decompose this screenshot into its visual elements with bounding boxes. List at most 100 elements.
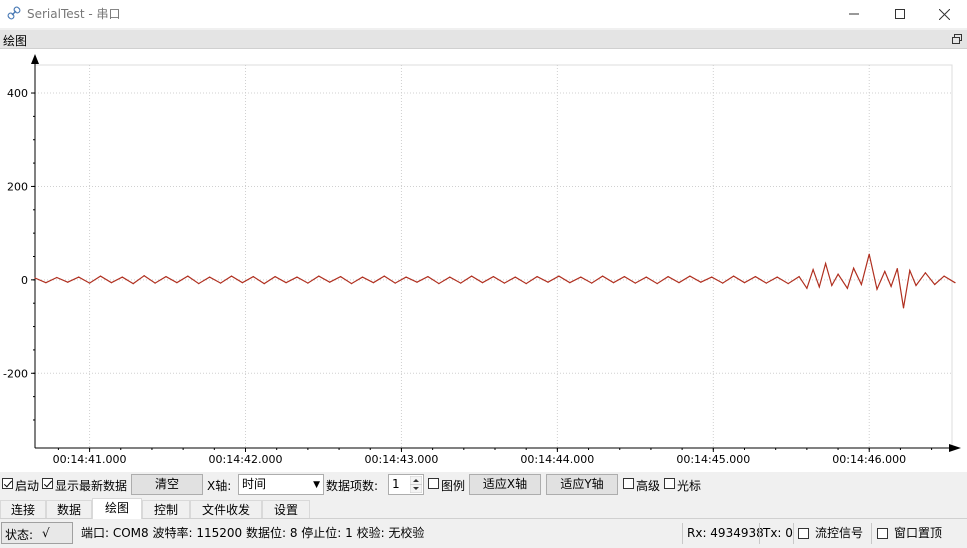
- data-point: [56, 276, 58, 279]
- x-tick-label: 00:14:46.000: [832, 453, 906, 466]
- data-point: [818, 286, 820, 288]
- close-button[interactable]: [921, 0, 967, 28]
- data-point: [837, 273, 839, 275]
- data-point: [743, 282, 746, 284]
- data-point: [372, 282, 374, 284]
- data-point: [934, 283, 936, 286]
- fit-x-button[interactable]: 适应X轴: [469, 474, 541, 495]
- status-separator: [682, 523, 683, 544]
- maximize-icon: [895, 9, 905, 19]
- flow-control-label: 流控信号: [815, 526, 864, 540]
- tab-data[interactable]: 数据: [46, 500, 92, 518]
- advanced-label: 高级: [636, 479, 661, 493]
- maximize-button[interactable]: [877, 0, 923, 28]
- line-chart[interactable]: 400 200 0 -200 00:14:41.000 00:14:42.000 00:14…: [0, 49, 967, 472]
- dock-title: 绘图: [3, 34, 28, 48]
- tab-control[interactable]: 控制: [142, 500, 190, 518]
- data-point: [503, 282, 505, 284]
- data-point: [471, 275, 473, 277]
- data-point: [219, 282, 222, 284]
- start-label: 启动: [15, 479, 40, 493]
- x-tick-label: 00:14:41.000: [53, 453, 127, 466]
- data-point: [689, 275, 691, 277]
- data-point: [902, 307, 905, 309]
- data-point: [361, 276, 364, 278]
- tab-settings[interactable]: 设置: [262, 500, 310, 518]
- data-point: [536, 275, 538, 278]
- chevron-down-icon: ▼: [313, 480, 320, 490]
- x-tick-label: 00:14:42.000: [209, 453, 283, 466]
- float-window-icon[interactable]: [951, 33, 963, 45]
- data-point: [634, 282, 636, 284]
- data-point: [601, 275, 604, 277]
- data-point: [88, 282, 91, 284]
- close-icon: [938, 8, 950, 20]
- status-separator: [793, 523, 794, 544]
- start-checkbox[interactable]: [2, 478, 13, 489]
- x-axis-select[interactable]: 时间 ▼: [238, 474, 324, 495]
- data-point: [198, 282, 200, 285]
- item-count-spinbox[interactable]: 1: [388, 474, 424, 495]
- x-axis-label: X轴:: [207, 479, 232, 493]
- data-point: [824, 262, 827, 265]
- data-point: [230, 275, 233, 277]
- data-point: [307, 282, 309, 284]
- flow-control-checkbox[interactable]: [798, 528, 809, 539]
- data-point: [78, 276, 80, 278]
- data-point: [846, 287, 849, 289]
- tab-plot[interactable]: 绘图: [92, 498, 142, 519]
- plot-area[interactable]: 400 200 0 -200 00:14:41.000 00:14:42.000 00:14…: [0, 49, 967, 472]
- data-point: [492, 275, 495, 278]
- cursor-label: 光标: [677, 479, 702, 493]
- data-point: [612, 282, 615, 284]
- data-point: [514, 276, 516, 278]
- data-point: [187, 275, 189, 277]
- item-count-value: 1: [392, 477, 400, 491]
- data-point: [656, 282, 658, 285]
- data-point: [318, 275, 320, 277]
- cursor-checkbox[interactable]: [664, 478, 675, 489]
- tx-counter: Tx: 0: [763, 526, 793, 540]
- fit-y-button[interactable]: 适应Y轴: [546, 474, 618, 495]
- legend-checkbox[interactable]: [428, 478, 439, 489]
- plot-dock-header: 绘图: [0, 30, 967, 49]
- minimize-button[interactable]: [831, 0, 877, 28]
- tab-connect[interactable]: 连接: [0, 500, 46, 518]
- data-point: [449, 276, 451, 278]
- data-point: [860, 283, 863, 286]
- status-label: 状态:: [5, 528, 34, 542]
- minimize-icon: [849, 13, 859, 15]
- data-point: [132, 282, 134, 285]
- data-point: [143, 275, 145, 277]
- status-separator: [871, 523, 872, 544]
- x-tick-label: 00:14:44.000: [520, 453, 594, 466]
- always-on-top-checkbox[interactable]: [877, 528, 888, 539]
- item-count-label: 数据项数:: [326, 479, 379, 493]
- data-point: [943, 275, 945, 277]
- y-tick-label: 200: [7, 180, 28, 193]
- show-latest-checkbox[interactable]: [42, 478, 53, 489]
- x-axis-select-value: 时间: [242, 477, 267, 491]
- data-point: [176, 282, 178, 284]
- tab-file-transfer[interactable]: 文件收发: [190, 500, 262, 518]
- advanced-checkbox[interactable]: [623, 478, 634, 489]
- data-point: [340, 275, 342, 278]
- data-point: [383, 275, 385, 277]
- clear-button[interactable]: 清空: [131, 474, 203, 495]
- data-point: [853, 267, 855, 269]
- spin-arrows-icon[interactable]: [410, 476, 422, 493]
- plot-controls: 启动 显示最新数据 清空 X轴: 时间 ▼ 数据项数: 1 图例 适应X轴 适应…: [0, 472, 967, 498]
- title-bar: SerialTest - 串口: [0, 0, 967, 28]
- data-point: [884, 270, 886, 273]
- data-point: [645, 276, 647, 278]
- data-point: [776, 276, 778, 278]
- data-point: [667, 275, 669, 278]
- data-point: [812, 268, 814, 271]
- data-point: [394, 282, 396, 284]
- data-point: [99, 275, 102, 277]
- link-icon: [7, 6, 21, 20]
- data-point: [722, 282, 724, 284]
- status-separator: [759, 523, 760, 544]
- data-point: [285, 282, 287, 284]
- rx-counter: Rx: 4934938: [687, 526, 764, 540]
